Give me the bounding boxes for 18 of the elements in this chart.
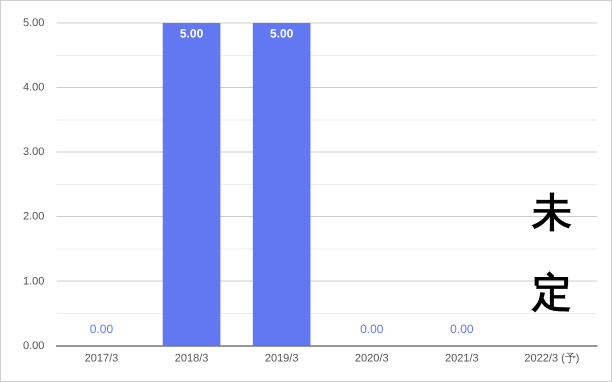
annotation: 未定: [530, 189, 573, 318]
y-tick-label: 1.00: [22, 275, 44, 288]
data-label: 0.00: [90, 322, 114, 336]
data-label: 0.00: [360, 322, 384, 336]
x-tick-label: 2019/3: [264, 352, 298, 364]
y-tick-label: 5.00: [22, 17, 44, 30]
x-tick-label: 2018/3: [174, 352, 208, 364]
data-label: 0.00: [450, 322, 474, 336]
y-tick-label: 3.00: [22, 146, 44, 158]
y-tick-label: 0.00: [22, 340, 44, 352]
y-tick-label: 2.00: [22, 210, 44, 223]
x-tick-label: 2022/3 (予): [524, 352, 580, 364]
y-tick-label: 4.00: [22, 82, 44, 94]
x-tick-label: 2020/3: [354, 352, 389, 364]
x-tick-label: 2021/3: [445, 352, 479, 364]
data-label: 5.00: [270, 26, 294, 40]
data-label: 5.00: [180, 26, 204, 40]
x-tick-label: 2017/3: [84, 352, 118, 364]
